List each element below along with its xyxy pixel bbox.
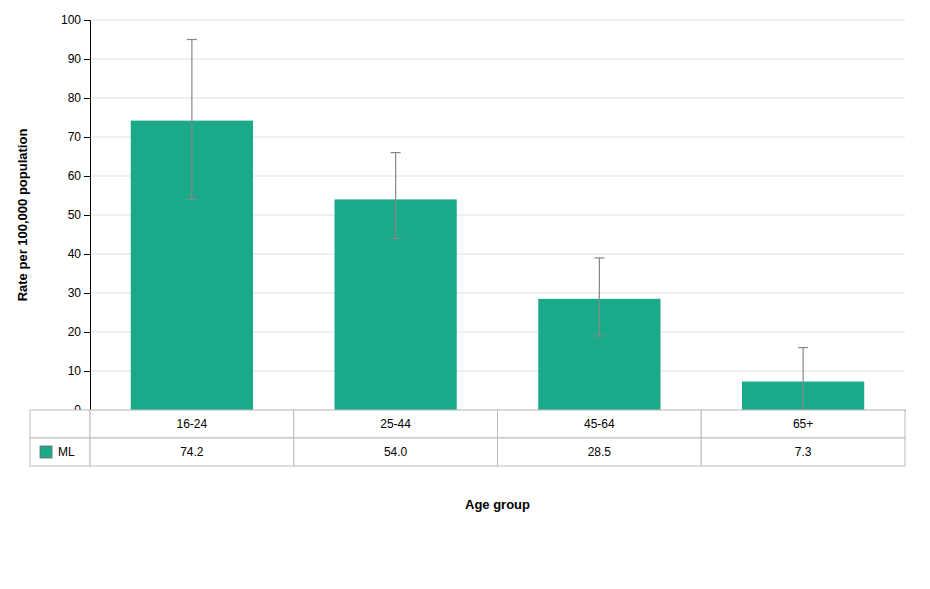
error-bar-stem	[803, 382, 804, 410]
bar	[131, 121, 253, 410]
error-bar-cap	[594, 335, 604, 336]
y-tick-label: 80	[68, 91, 82, 105]
legend-swatch	[40, 446, 52, 458]
table-cell	[30, 410, 90, 438]
grid	[90, 20, 905, 410]
y-tick: 30	[68, 286, 90, 300]
y-tick-mark	[84, 371, 90, 372]
legend-label: ML	[58, 445, 75, 459]
y-tick: 40	[68, 247, 90, 261]
bar	[335, 199, 457, 410]
y-tick: 20	[68, 325, 90, 339]
y-tick-mark	[84, 215, 90, 216]
bar	[742, 382, 864, 410]
chart: 0102030405060708090100Rate per 100,000 p…	[0, 0, 930, 589]
y-axis: 0102030405060708090100	[61, 13, 91, 417]
y-tick-mark	[84, 59, 90, 60]
table-cell	[294, 410, 498, 438]
error-bar-cap	[187, 199, 197, 200]
y-tick: 70	[68, 130, 90, 144]
error-bar-stem	[395, 199, 396, 238]
grid-line	[90, 59, 905, 60]
error-bar-cap	[594, 257, 604, 258]
error-bar	[391, 199, 401, 238]
y-tick-label: 90	[68, 52, 82, 66]
table-cell	[701, 410, 905, 438]
y-tick: 90	[68, 52, 90, 66]
y-tick-label: 20	[68, 325, 82, 339]
y-tick: 100	[61, 13, 90, 27]
table-cell	[498, 438, 702, 466]
y-axis-line	[84, 21, 91, 411]
error-bar-stem	[191, 121, 192, 200]
y-tick-mark	[84, 20, 90, 21]
error-bar	[798, 348, 808, 382]
error-bar-cap	[187, 39, 197, 40]
error-bar-cap	[798, 347, 808, 348]
y-tick-mark	[84, 98, 90, 99]
y-tick: 50	[68, 208, 90, 222]
y-tick-label: 50	[68, 208, 82, 222]
error-bar	[594, 258, 604, 299]
error-bar	[798, 382, 808, 410]
y-tick-label: 30	[68, 286, 82, 300]
error-bar-stem	[395, 153, 396, 200]
y-tick-mark	[84, 254, 90, 255]
grid-line	[90, 98, 905, 99]
table-header: 65+	[793, 417, 813, 431]
table-cell	[498, 410, 702, 438]
table-cell	[90, 438, 294, 466]
y-tick-label: 60	[68, 169, 82, 183]
plot-area	[131, 40, 865, 411]
error-bar-stem	[191, 40, 192, 121]
data-label: 7.3	[795, 445, 812, 459]
error-bar-stem	[599, 258, 600, 299]
data-label: 28.5	[588, 445, 612, 459]
error-bar	[187, 121, 197, 200]
table-cell	[90, 410, 294, 438]
error-bar-stem	[599, 299, 600, 336]
y-axis-title: Rate per 100,000 population	[15, 129, 30, 302]
y-tick-mark	[84, 137, 90, 138]
error-bar	[391, 153, 401, 200]
y-tick-label: 10	[68, 364, 82, 378]
y-tick: 60	[68, 169, 90, 183]
y-tick-label: 70	[68, 130, 82, 144]
table-header: 45-64	[584, 417, 615, 431]
y-tick-mark	[84, 176, 90, 177]
error-bar-cap	[391, 238, 401, 239]
data-label: 54.0	[384, 445, 408, 459]
bar	[538, 299, 660, 410]
x-axis-title: Age group	[465, 497, 530, 512]
error-bar	[594, 299, 604, 336]
y-tick: 10	[68, 364, 90, 378]
error-bar-stem	[803, 348, 804, 382]
table-cell	[30, 438, 90, 466]
error-bar	[187, 40, 197, 121]
y-tick-label: 100	[61, 13, 81, 27]
data-table: 16-24 25-44 45-64 65+ 74.2 54.0 28.5 7.3 ML	[30, 410, 905, 466]
error-bar-cap	[391, 152, 401, 153]
data-label: 74.2	[180, 445, 204, 459]
y-tick-mark	[84, 293, 90, 294]
table-header: 16-24	[177, 417, 208, 431]
y-tick-mark	[84, 332, 90, 333]
table-header: 25-44	[380, 417, 411, 431]
table-cell	[701, 438, 905, 466]
table-cell	[294, 438, 498, 466]
grid-line	[90, 20, 905, 21]
y-tick-label: 40	[68, 247, 82, 261]
y-tick: 80	[68, 91, 90, 105]
